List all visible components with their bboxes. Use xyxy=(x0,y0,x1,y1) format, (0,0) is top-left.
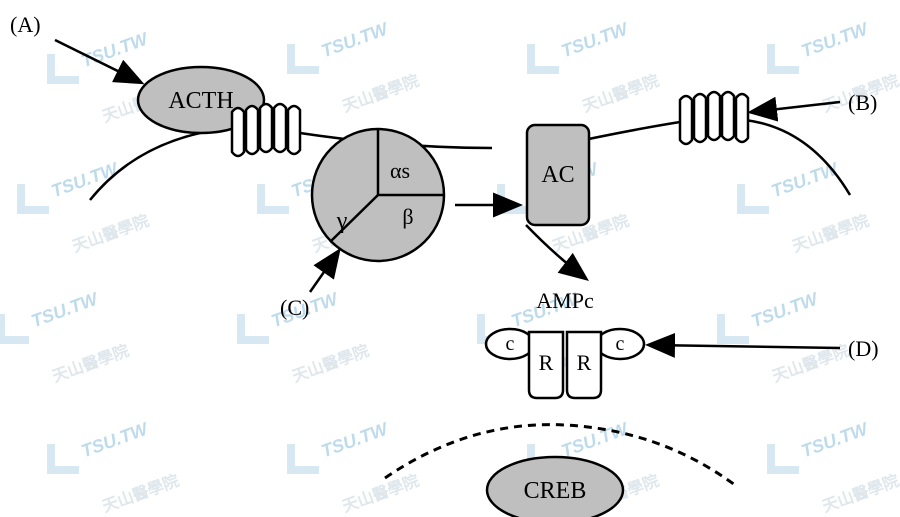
pka-c2-label: c xyxy=(616,333,625,355)
callout-B-arrow xyxy=(752,102,840,112)
callout-C-arrow xyxy=(310,252,338,292)
callout-A-label: (A) xyxy=(10,12,41,38)
ampc-label: AMPc xyxy=(536,288,594,313)
callout-D-arrow xyxy=(650,345,840,348)
membrane-arc-1 xyxy=(90,128,230,200)
callout-C-label: (C) xyxy=(280,295,309,321)
arrow-ac-to-amp xyxy=(526,225,585,278)
receptor-helix-right xyxy=(680,92,748,144)
callout-B-label: (B) xyxy=(848,90,877,116)
callout-A-arrow xyxy=(55,40,140,82)
creb-label: CREB xyxy=(524,478,587,504)
g-alpha-label: αs xyxy=(390,158,410,183)
g-gamma-label: γ xyxy=(336,208,348,234)
pka-r1-label: R xyxy=(539,350,554,375)
ac-label: AC xyxy=(541,162,574,188)
g-beta-label: β xyxy=(402,204,413,229)
acth-label: ACTH xyxy=(168,88,233,114)
receptor-helix-left xyxy=(232,104,300,156)
pka-r2-label: R xyxy=(577,350,592,375)
pka-c1-label: c xyxy=(506,333,515,355)
callout-D-label: (D) xyxy=(848,336,879,362)
membrane-arc-4 xyxy=(745,120,850,195)
signaling-diagram: ACTH αs β γ AC AMPc c c R R CREB xyxy=(0,0,900,517)
